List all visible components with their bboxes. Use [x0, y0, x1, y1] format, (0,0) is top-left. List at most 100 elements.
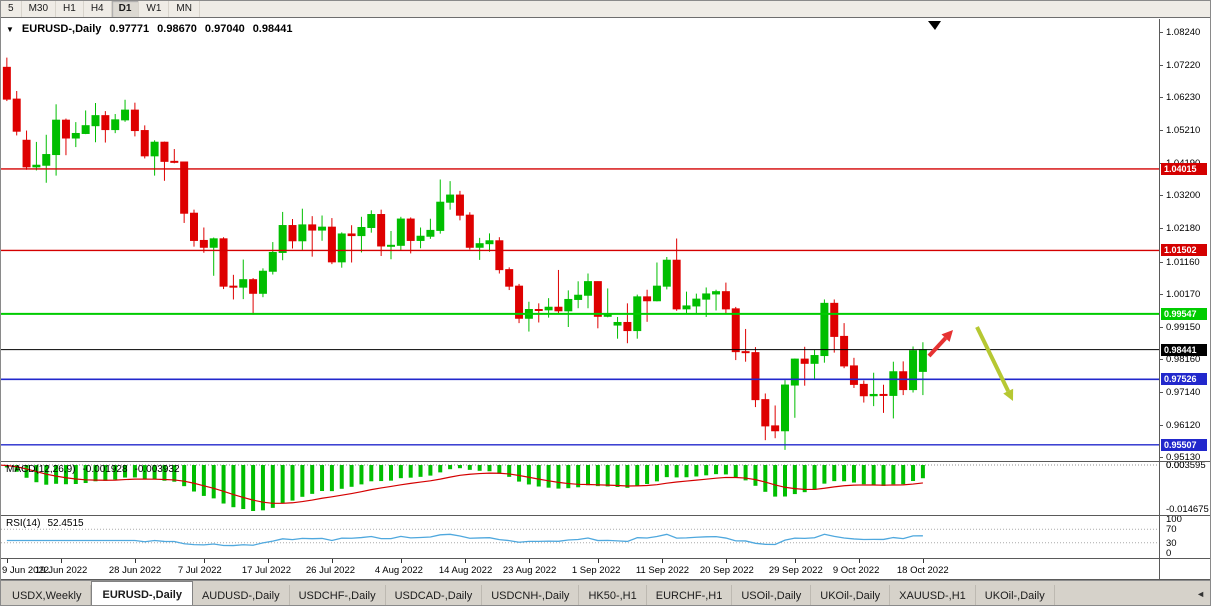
price-level-badge: 0.97526 — [1161, 373, 1207, 386]
macd-label: MACD(12,26,9) -0.001928 -0.003932 — [6, 464, 180, 475]
axis-tick — [1160, 32, 1163, 33]
timeframe-button-M30[interactable]: M30 — [22, 1, 57, 17]
date-axis-label: 23 Aug 2022 — [502, 565, 557, 576]
tab-usdcnh-daily[interactable]: USDCNH-,Daily — [482, 585, 580, 605]
macd-indicator-panel[interactable]: MACD(12,26,9) -0.001928 -0.003932 — [1, 462, 1159, 515]
date-axis-label: 11 Sep 2022 — [635, 565, 690, 576]
timeframe-button-H4[interactable]: H4 — [84, 1, 112, 17]
rsi-axis-label: 100 — [1166, 514, 1182, 525]
macd-axis-label: 0.003595 — [1166, 460, 1206, 471]
price-chart-panel[interactable]: ▼ EURUSD-,Daily 0.97771 0.98670 0.97040 … — [1, 19, 1159, 461]
tab-audusd-daily[interactable]: AUDUSD-,Daily — [193, 585, 290, 605]
price-level-badge: 0.95507 — [1161, 438, 1207, 451]
rsi-chart[interactable] — [1, 516, 1159, 558]
timeframe-button-H1[interactable]: H1 — [56, 1, 84, 17]
timeframe-button-5[interactable]: 5 — [1, 1, 22, 17]
rsi-indicator-panel[interactable]: RSI(14) 52.4515 — [1, 516, 1159, 558]
date-axis-label: 20 Sep 2022 — [699, 565, 754, 576]
rsi-title: RSI(14) — [6, 518, 41, 529]
date-tick — [726, 559, 727, 563]
price-axis-label: 0.98160 — [1166, 353, 1201, 365]
date-axis-label: 28 Jun 2022 — [108, 565, 162, 576]
date-axis-label: 9 Jun 2022 — [2, 565, 50, 576]
tab-usdcad-daily[interactable]: USDCAD-,Daily — [386, 585, 483, 605]
axis-tick — [1160, 195, 1163, 196]
date-tick — [465, 559, 466, 563]
date-tick — [923, 559, 924, 563]
price-axis-label: 1.05210 — [1166, 125, 1201, 137]
panel-separator — [1, 515, 1210, 516]
rsi-axis-label: 0 — [1166, 548, 1172, 559]
tab-usoil-daily[interactable]: USOil-,Daily — [732, 585, 812, 605]
ohlc-open-value: 0.97771 — [109, 23, 150, 35]
macd-axis-label: 0.00 — [1166, 460, 1185, 471]
macd-chart[interactable] — [1, 462, 1159, 515]
timeframe-button-D1[interactable]: D1 — [111, 1, 140, 17]
date-tick — [662, 559, 663, 563]
symbol-marker-icon: ▼ — [6, 24, 14, 34]
panel-separator — [1, 461, 1210, 462]
chart-symbol-label: EURUSD-,Daily — [21, 23, 102, 35]
tab-ukoil-daily[interactable]: UKOil-,Daily — [976, 585, 1055, 605]
macd-signal-value: -0.003932 — [134, 464, 180, 475]
rsi-axis-label: 30 — [1166, 537, 1177, 549]
date-axis-label: 14 Aug 2022 — [438, 565, 493, 576]
date-tick — [204, 559, 205, 563]
panel-separator — [1, 558, 1210, 559]
price-level-badge: 0.98441 — [1161, 343, 1207, 356]
date-axis-label: 1 Sep 2022 — [571, 565, 621, 576]
price-axis-label: 0.97140 — [1166, 386, 1201, 398]
price-level-badge: 0.99547 — [1161, 307, 1207, 320]
tab-eurchf-h1[interactable]: EURCHF-,H1 — [647, 585, 733, 605]
tab-hk50-h1[interactable]: HK50-,H1 — [579, 585, 647, 605]
price-axis-label: 1.02180 — [1166, 223, 1201, 235]
axis-tick — [1160, 327, 1163, 328]
price-axis-label: 1.00170 — [1166, 288, 1201, 300]
candlestick-chart[interactable] — [1, 19, 1159, 461]
axis-tick — [1160, 228, 1163, 229]
tabs-scroll-left-icon[interactable]: ◄ — [1196, 589, 1205, 599]
chart-tabs-bar: USDX,Weekly EURUSD-,Daily AUDUSD-,Daily USD… — [1, 580, 1210, 605]
date-tick — [859, 559, 860, 563]
date-tick — [795, 559, 796, 563]
price-axis-label: 1.07220 — [1166, 60, 1201, 72]
chart-title: ▼ EURUSD-,Daily 0.97771 0.98670 0.97040 … — [6, 23, 292, 35]
price-axis-label: 0.95130 — [1166, 452, 1201, 463]
date-axis-label: 29 Sep 2022 — [768, 565, 823, 576]
macd-main-value: -0.001928 — [82, 464, 128, 475]
timeframe-toolbar: 5 M30 H1 H4 D1 W1 MN — [1, 1, 1210, 18]
timeframe-button-MN[interactable]: MN — [169, 1, 200, 17]
rsi-value: 52.4515 — [47, 518, 84, 529]
axis-tick — [1160, 97, 1163, 98]
tab-xauusd-h1[interactable]: XAUUSD-,H1 — [890, 585, 976, 605]
price-axis[interactable]: 1.082401.072201.062301.052101.041901.032… — [1159, 19, 1210, 579]
macd-title: MACD(12,26,9) — [6, 464, 76, 475]
price-axis-label: 0.96120 — [1166, 419, 1201, 431]
axis-tick — [1160, 425, 1163, 426]
axis-tick — [1160, 457, 1163, 458]
axis-tick — [1160, 294, 1163, 295]
ohlc-close-value: 0.98441 — [252, 23, 293, 35]
date-axis-label: 19 Jun 2022 — [35, 565, 88, 576]
price-axis-label: 1.08240 — [1166, 27, 1201, 38]
date-axis-label: 17 Jul 2022 — [241, 565, 291, 576]
price-level-badge: 1.01502 — [1161, 244, 1207, 257]
tab-eurusd-daily[interactable]: EURUSD-,Daily — [91, 581, 193, 605]
date-tick — [135, 559, 136, 563]
time-axis[interactable]: 9 Jun 2022 19 Jun 2022 28 Jun 2022 7 Jul 20… — [1, 559, 1159, 579]
date-tick — [401, 559, 402, 563]
date-tick — [332, 559, 333, 563]
date-axis-label: 4 Aug 2022 — [374, 565, 423, 576]
axis-tick — [1160, 359, 1163, 360]
tab-ukoil-daily[interactable]: UKOil-,Daily — [811, 585, 891, 605]
price-axis-label: 0.99150 — [1166, 321, 1201, 333]
axis-tick — [1160, 130, 1163, 131]
ohlc-low-value: 0.97040 — [204, 23, 245, 35]
macd-axis-label: -0.014675 — [1166, 504, 1209, 515]
panel-separator — [1, 579, 1210, 580]
tab-usdchf-daily[interactable]: USDCHF-,Daily — [290, 585, 386, 605]
price-axis-label: 1.06230 — [1166, 92, 1201, 104]
tab-usdx-weekly[interactable]: USDX,Weekly — [3, 585, 92, 605]
timeframe-button-W1[interactable]: W1 — [139, 1, 170, 17]
